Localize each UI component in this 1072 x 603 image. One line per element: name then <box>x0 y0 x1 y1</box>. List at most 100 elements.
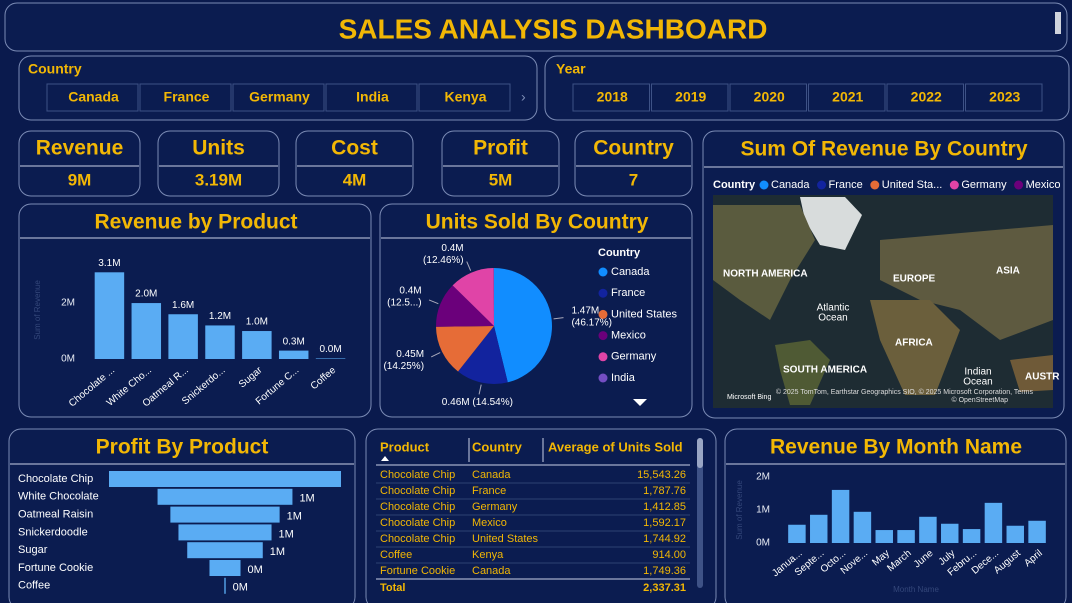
y-axis-title: Sum of Revenue <box>735 480 744 540</box>
table-cell: Canada <box>472 565 511 577</box>
slicer-item-label[interactable]: 2018 <box>597 89 628 105</box>
data-label: 2.0M <box>135 289 157 300</box>
map-label: NORTH AMERICA <box>723 269 808 280</box>
legend-swatch <box>598 373 608 383</box>
bar[interactable] <box>315 358 346 359</box>
map-provider: Microsoft Bing <box>727 394 771 401</box>
slicer-item-label[interactable]: 2023 <box>989 89 1020 105</box>
legend-swatch <box>598 267 608 277</box>
pie-slice[interactable] <box>458 326 508 384</box>
table-cell: Chocolate Chip <box>380 485 455 497</box>
table-scroll-thumb[interactable] <box>697 438 703 468</box>
leader-line <box>466 261 472 271</box>
bar[interactable] <box>941 523 959 543</box>
column-header[interactable]: Product <box>380 439 430 454</box>
table-cell: 914.00 <box>652 549 686 561</box>
map-label: ASIA <box>996 266 1020 277</box>
bar[interactable] <box>897 530 915 543</box>
legend-title: Country <box>598 247 641 259</box>
pie-slice[interactable] <box>494 268 552 383</box>
legend-swatch <box>598 331 608 341</box>
slicer-item-label[interactable]: 2019 <box>675 89 706 105</box>
slicer-item-label[interactable]: Canada <box>68 89 119 105</box>
bar[interactable] <box>109 471 341 487</box>
bar[interactable] <box>875 530 893 543</box>
legend-label[interactable]: India <box>611 372 636 384</box>
bar[interactable] <box>242 331 272 359</box>
slicer-item-label[interactable]: Kenya <box>444 89 486 105</box>
pie-slice[interactable] <box>436 285 494 327</box>
column-header[interactable]: Country <box>472 439 523 454</box>
slicer-item-label[interactable]: 2020 <box>754 89 785 105</box>
slicer-next[interactable]: › <box>521 89 526 105</box>
slicer-item[interactable] <box>418 83 511 112</box>
table-cell: France <box>472 485 506 497</box>
kpi-card <box>441 130 560 197</box>
bar[interactable] <box>1006 525 1024 543</box>
slicer-item-label[interactable]: 2022 <box>911 89 942 105</box>
bar[interactable] <box>205 325 235 359</box>
bar[interactable] <box>209 560 241 576</box>
bar[interactable] <box>168 314 198 359</box>
slicer-item[interactable] <box>572 83 650 112</box>
kpi-label: Units <box>192 137 245 160</box>
bar[interactable] <box>178 524 272 541</box>
y-tick-label: 0M <box>756 538 770 549</box>
legend-label[interactable]: France <box>611 287 645 299</box>
bar[interactable] <box>224 577 226 594</box>
bar[interactable] <box>187 542 263 559</box>
slicer-item[interactable] <box>886 83 964 112</box>
bar[interactable] <box>170 506 280 523</box>
map <box>713 195 1053 408</box>
bar[interactable] <box>919 516 937 543</box>
table-cell: 1,592.17 <box>643 517 686 529</box>
table-scrollbar[interactable] <box>697 438 703 588</box>
legend-label[interactable]: Canada <box>611 266 650 278</box>
bar[interactable] <box>984 502 1003 543</box>
bar[interactable] <box>810 514 828 543</box>
slicer-item-label[interactable]: 2021 <box>832 89 863 105</box>
legend-swatch <box>598 352 608 362</box>
kpi-card <box>157 130 280 197</box>
legend-swatch <box>598 288 608 298</box>
chart-title: Units Sold By Country <box>426 211 649 234</box>
data-label: 1.6M <box>172 300 194 311</box>
pie-slice[interactable] <box>436 326 494 372</box>
slicer-item-label[interactable]: Germany <box>249 89 310 105</box>
slicer-item[interactable] <box>139 83 232 112</box>
data-label: 0.0M <box>319 344 341 355</box>
bar[interactable] <box>853 511 872 543</box>
slicer-item[interactable] <box>965 83 1043 112</box>
bar[interactable] <box>1028 520 1046 543</box>
slicer-item[interactable] <box>651 83 729 112</box>
slicer-item[interactable] <box>232 83 325 112</box>
bar[interactable] <box>157 488 293 505</box>
bar[interactable] <box>278 350 309 359</box>
legend-swatch <box>870 180 880 190</box>
data-label: (12.46%) <box>423 255 464 266</box>
pie-slice[interactable] <box>452 268 494 326</box>
column-header[interactable]: Average of Units Sold <box>548 439 683 454</box>
bar[interactable] <box>788 524 806 543</box>
legend-label[interactable]: United States <box>611 308 678 320</box>
bar[interactable] <box>131 303 162 359</box>
bar[interactable] <box>962 529 981 543</box>
slicer-item[interactable] <box>808 83 886 112</box>
legend-label[interactable]: Mexico <box>611 330 646 342</box>
legend-label: Canada <box>771 179 810 191</box>
legend-label[interactable]: Germany <box>611 351 657 363</box>
slicer-item[interactable] <box>325 83 418 112</box>
total-label: Total <box>380 582 405 594</box>
slicer-item[interactable] <box>729 83 807 112</box>
slicer-item[interactable] <box>46 83 139 112</box>
slicer-item-label[interactable]: France <box>164 89 210 105</box>
map-label: SOUTH AMERICA <box>783 365 867 376</box>
slicer-item-label[interactable]: India <box>356 89 389 105</box>
more-button[interactable] <box>633 399 647 406</box>
map-label: Indian <box>964 367 991 378</box>
bar[interactable] <box>831 489 850 543</box>
category-label: Sugar <box>18 544 48 556</box>
bar[interactable] <box>94 272 125 359</box>
kpi-value: 9M <box>68 170 92 189</box>
